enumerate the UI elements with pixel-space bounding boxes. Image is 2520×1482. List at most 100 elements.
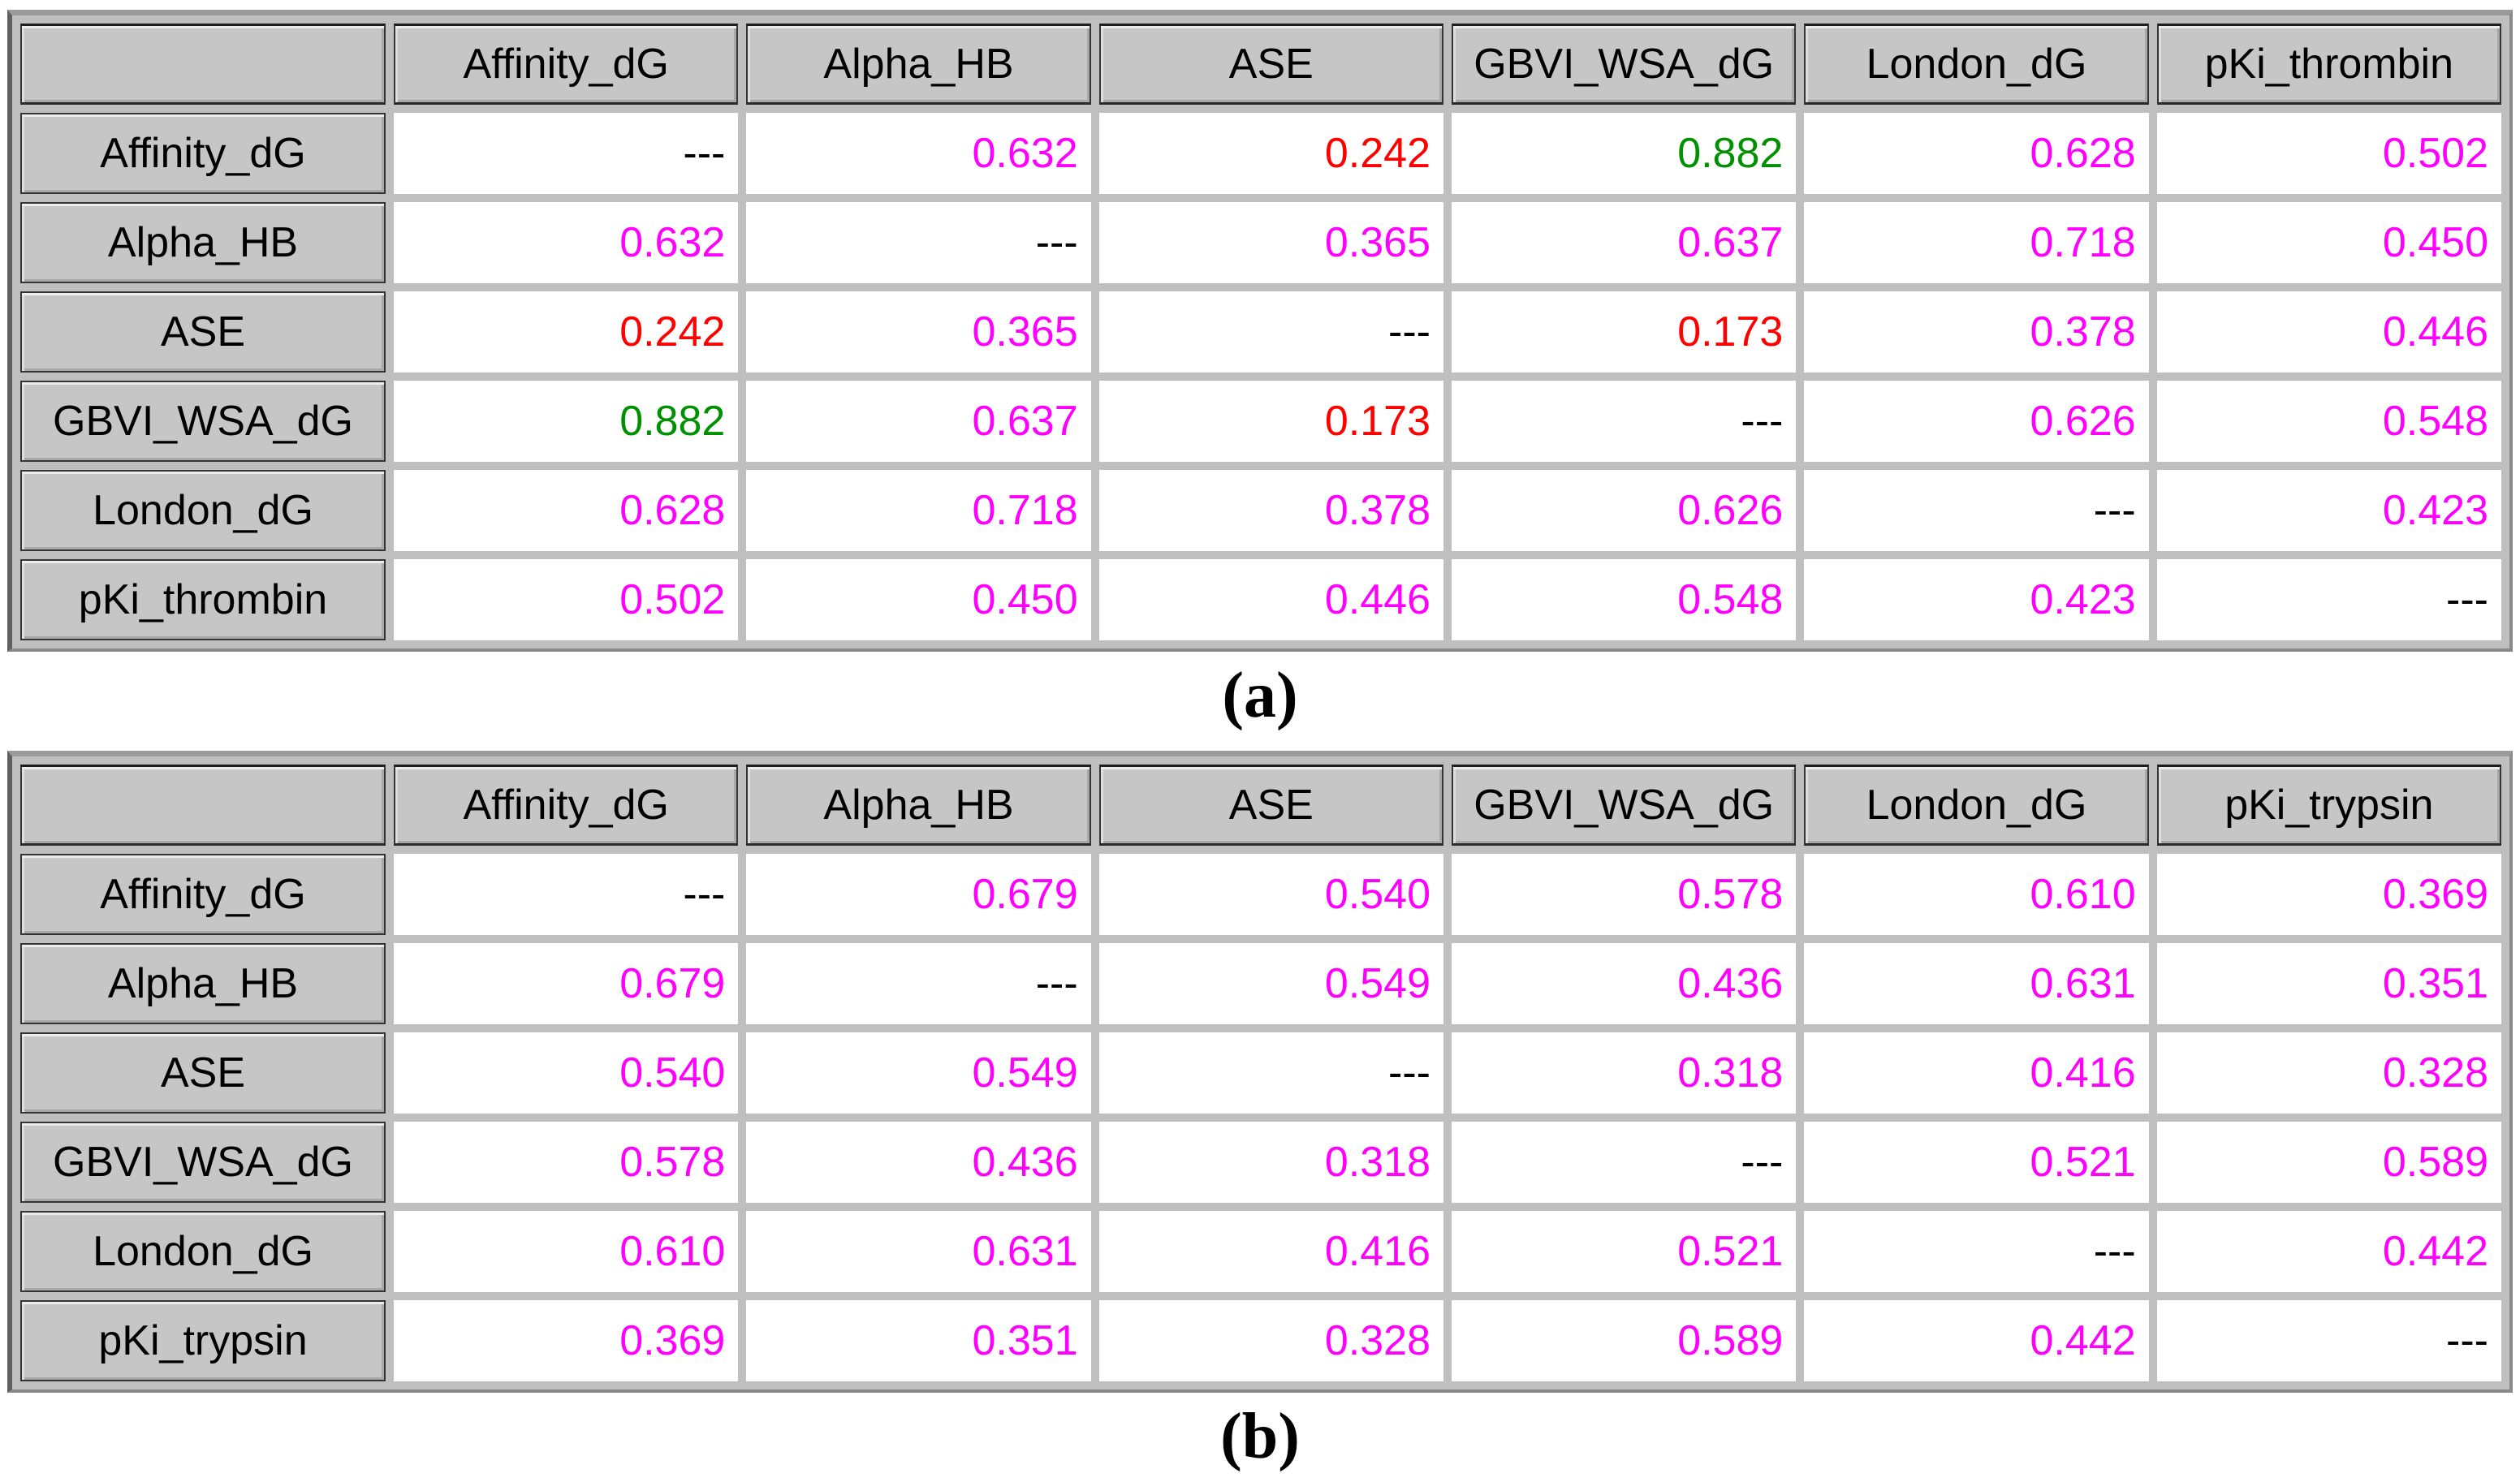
value-cell: --- xyxy=(394,854,739,935)
value-cell: 0.446 xyxy=(2156,291,2501,373)
value-cell: 0.436 xyxy=(746,1122,1091,1203)
value-cell: 0.589 xyxy=(2156,1122,2501,1203)
value-cell: 0.610 xyxy=(1804,854,2149,935)
value-cell: 0.369 xyxy=(2156,854,2501,935)
value-cell: --- xyxy=(1452,381,1797,462)
value-cell: 0.416 xyxy=(1098,1211,1443,1292)
value-cell: 0.502 xyxy=(394,559,739,640)
value-cell: 0.328 xyxy=(2156,1032,2501,1114)
value-cell: --- xyxy=(394,113,739,194)
value-cell: 0.628 xyxy=(1804,113,2149,194)
value-cell: 0.378 xyxy=(1804,291,2149,373)
value-cell: 0.637 xyxy=(746,381,1091,462)
value-cell: 0.548 xyxy=(2156,381,2501,462)
row-header-london-dg: London_dG xyxy=(20,470,386,551)
value-cell: 0.521 xyxy=(1804,1122,2149,1203)
value-cell: 0.502 xyxy=(2156,113,2501,194)
value-cell: 0.378 xyxy=(1098,470,1443,551)
value-cell: 0.679 xyxy=(746,854,1091,935)
row-header-alpha-hb: Alpha_HB xyxy=(20,202,386,283)
value-cell: --- xyxy=(1804,1211,2149,1292)
row-header-affinity-dg: Affinity_dG xyxy=(20,113,386,194)
value-cell: 0.446 xyxy=(1098,559,1443,640)
value-cell: 0.521 xyxy=(1452,1211,1797,1292)
row-header-ase: ASE xyxy=(20,291,386,373)
value-cell: 0.549 xyxy=(1098,943,1443,1024)
column-header-affinity-dg: Affinity_dG xyxy=(394,765,739,846)
value-cell: 0.369 xyxy=(394,1300,739,1381)
value-cell: 0.442 xyxy=(1804,1300,2149,1381)
value-cell: 0.173 xyxy=(1452,291,1797,373)
value-cell: 0.416 xyxy=(1804,1032,2149,1114)
value-cell: 0.589 xyxy=(1452,1300,1797,1381)
value-cell: --- xyxy=(1452,1122,1797,1203)
row-header-gbvi-wsa-dg: GBVI_WSA_dG xyxy=(20,381,386,462)
value-cell: 0.450 xyxy=(2156,202,2501,283)
value-cell: --- xyxy=(746,202,1091,283)
value-cell: 0.631 xyxy=(746,1211,1091,1292)
panel-a-label: (a) xyxy=(1222,660,1298,731)
correlation-matrix-figure: Affinity_dG Alpha_HB ASE GBVI_WSA_dG London_… xyxy=(0,10,2520,1482)
value-cell: --- xyxy=(746,943,1091,1024)
value-cell: --- xyxy=(1804,470,2149,551)
column-header-pki-thrombin: pKi_thrombin xyxy=(2156,24,2501,105)
column-header-affinity-dg: Affinity_dG xyxy=(394,24,739,105)
column-header-ase: ASE xyxy=(1098,24,1443,105)
row-header-pki-thrombin: pKi_thrombin xyxy=(20,559,386,640)
value-cell: 0.628 xyxy=(394,470,739,551)
column-header-alpha-hb: Alpha_HB xyxy=(746,765,1091,846)
value-cell: --- xyxy=(1098,1032,1443,1114)
value-cell: 0.423 xyxy=(2156,470,2501,551)
correlation-matrix-table-a: Affinity_dG Alpha_HB ASE GBVI_WSA_dG London_… xyxy=(7,10,2513,652)
value-cell: 0.882 xyxy=(1452,113,1797,194)
row-header-london-dg: London_dG xyxy=(20,1211,386,1292)
column-header-gbvi-wsa-dg: GBVI_WSA_dG xyxy=(1452,765,1797,846)
value-cell: 0.549 xyxy=(746,1032,1091,1114)
column-header-pki-trypsin: pKi_trypsin xyxy=(2156,765,2501,846)
corner-cell xyxy=(20,765,386,846)
value-cell: 0.540 xyxy=(394,1032,739,1114)
value-cell: 0.318 xyxy=(1098,1122,1443,1203)
column-header-gbvi-wsa-dg: GBVI_WSA_dG xyxy=(1452,24,1797,105)
value-cell: 0.679 xyxy=(394,943,739,1024)
column-header-alpha-hb: Alpha_HB xyxy=(746,24,1091,105)
row-header-alpha-hb: Alpha_HB xyxy=(20,943,386,1024)
value-cell: 0.442 xyxy=(2156,1211,2501,1292)
column-header-london-dg: London_dG xyxy=(1804,24,2149,105)
correlation-matrix-table-b: Affinity_dG Alpha_HB ASE GBVI_WSA_dG London_… xyxy=(7,751,2513,1393)
value-cell: 0.882 xyxy=(394,381,739,462)
value-cell: 0.626 xyxy=(1452,470,1797,551)
value-cell: 0.365 xyxy=(1098,202,1443,283)
value-cell: 0.423 xyxy=(1804,559,2149,640)
value-cell: 0.242 xyxy=(394,291,739,373)
value-cell: 0.450 xyxy=(746,559,1091,640)
value-cell: 0.173 xyxy=(1098,381,1443,462)
value-cell: 0.610 xyxy=(394,1211,739,1292)
value-cell: 0.540 xyxy=(1098,854,1443,935)
value-cell: --- xyxy=(2156,1300,2501,1381)
corner-cell xyxy=(20,24,386,105)
value-cell: --- xyxy=(1098,291,1443,373)
row-header-gbvi-wsa-dg: GBVI_WSA_dG xyxy=(20,1122,386,1203)
value-cell: 0.328 xyxy=(1098,1300,1443,1381)
value-cell: 0.718 xyxy=(746,470,1091,551)
value-cell: 0.637 xyxy=(1452,202,1797,283)
value-cell: 0.632 xyxy=(394,202,739,283)
value-cell: 0.578 xyxy=(394,1122,739,1203)
value-cell: 0.318 xyxy=(1452,1032,1797,1114)
value-cell: 0.242 xyxy=(1098,113,1443,194)
value-cell: 0.632 xyxy=(746,113,1091,194)
value-cell: 0.631 xyxy=(1804,943,2149,1024)
column-header-london-dg: London_dG xyxy=(1804,765,2149,846)
column-header-ase: ASE xyxy=(1098,765,1443,846)
value-cell: 0.351 xyxy=(2156,943,2501,1024)
value-cell: 0.578 xyxy=(1452,854,1797,935)
value-cell: 0.365 xyxy=(746,291,1091,373)
value-cell: 0.718 xyxy=(1804,202,2149,283)
row-header-affinity-dg: Affinity_dG xyxy=(20,854,386,935)
value-cell: 0.548 xyxy=(1452,559,1797,640)
value-cell: 0.626 xyxy=(1804,381,2149,462)
value-cell: 0.436 xyxy=(1452,943,1797,1024)
value-cell: --- xyxy=(2156,559,2501,640)
row-header-pki-trypsin: pKi_trypsin xyxy=(20,1300,386,1381)
